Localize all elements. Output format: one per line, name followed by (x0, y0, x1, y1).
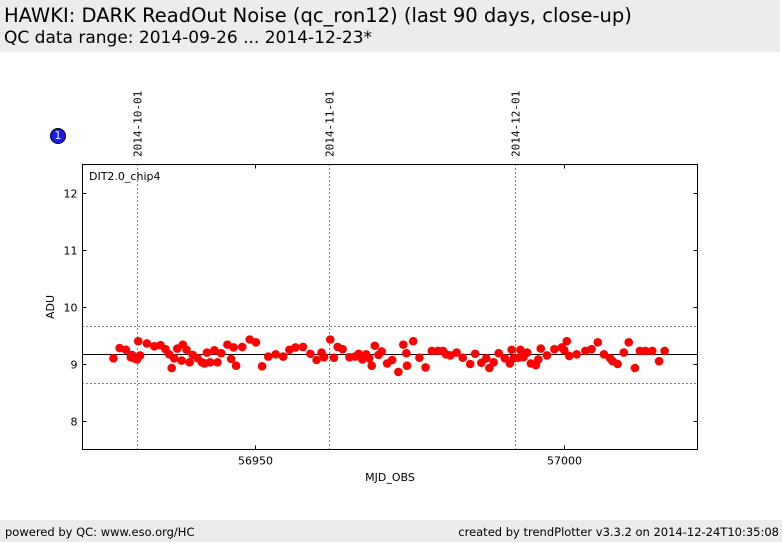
data-point (312, 355, 321, 365)
x-tick-label: 57000 (547, 455, 582, 468)
data-point (231, 361, 241, 371)
data-point (494, 348, 503, 358)
data-point (630, 363, 640, 373)
data-point (507, 345, 516, 355)
data-point (534, 355, 543, 364)
data-point (226, 354, 236, 364)
data-point (427, 346, 437, 356)
y-tick-label: 10 (64, 302, 78, 315)
data-point (536, 344, 546, 353)
data-point (489, 357, 499, 367)
y-tick-label: 9 (71, 359, 78, 372)
date-marker-label: 2014-12-01 (510, 91, 523, 157)
data-point (387, 355, 397, 365)
data-point (251, 338, 261, 347)
footer-created: created by trendPlotter v3.3.2 on 2014-1… (458, 525, 779, 539)
data-point (135, 351, 145, 360)
data-point (338, 344, 347, 354)
data-point (542, 351, 552, 360)
data-point (229, 343, 238, 352)
y-tick-label: 12 (64, 188, 78, 201)
data-point (329, 353, 339, 363)
data-point (177, 356, 186, 365)
y-axis-title: ADU (44, 295, 57, 319)
data-point (550, 344, 559, 354)
data-point (482, 354, 491, 363)
data-point (202, 348, 212, 357)
data-point (647, 346, 657, 356)
data-point (291, 343, 300, 352)
data-point (121, 345, 131, 355)
x-axis-title: MJD_OBS (365, 471, 415, 484)
data-point (278, 352, 288, 361)
data-point (264, 352, 273, 361)
data-point (319, 352, 329, 362)
data-point (641, 346, 650, 356)
y-tick-label: 11 (64, 245, 78, 258)
data-point (587, 344, 596, 354)
data-point (654, 356, 664, 366)
data-point (402, 348, 411, 358)
data-point (399, 340, 408, 349)
data-point (298, 342, 308, 352)
data-point (109, 354, 118, 363)
data-point (613, 359, 622, 369)
data-point (216, 348, 226, 358)
data-point (408, 336, 418, 346)
data-point (564, 351, 574, 361)
data-point (465, 359, 475, 369)
data-point (271, 350, 281, 359)
plot-frame (82, 164, 698, 450)
data-point (522, 348, 532, 357)
data-point (560, 346, 569, 355)
date-marker-label: 2014-11-01 (324, 91, 337, 157)
data-point (210, 346, 219, 355)
data-point (237, 342, 247, 352)
data-point (325, 335, 335, 344)
data-point (619, 348, 629, 357)
y-tick-label: 8 (71, 416, 78, 429)
data-point (213, 357, 222, 367)
data-point (133, 336, 143, 346)
x-tick-label: 56950 (238, 455, 273, 468)
data-point (394, 367, 403, 377)
data-point (660, 346, 669, 356)
data-point (167, 363, 176, 373)
panel-label: DIT2.0_chip4 (89, 170, 160, 183)
data-point (452, 348, 461, 357)
panel-number-badge: 1 (50, 128, 66, 144)
data-point (367, 361, 377, 371)
footer-credit: powered by QC: www.eso.org/HC (5, 525, 195, 539)
data-point (182, 345, 191, 355)
date-marker-label: 2014-10-01 (132, 91, 145, 157)
data-point (364, 354, 374, 363)
data-point (516, 345, 525, 355)
data-point (257, 361, 267, 371)
data-point (185, 357, 194, 367)
page-title: HAWKI: DARK ReadOut Noise (qc_ron12) (la… (4, 4, 632, 27)
data-point (624, 338, 634, 347)
data-point (402, 361, 412, 371)
data-point (458, 353, 468, 363)
data-point (377, 347, 386, 356)
data-point (562, 336, 572, 346)
data-point (415, 353, 424, 363)
data-point (142, 339, 152, 348)
footer-bar: powered by QC: www.eso.org/HC created by… (0, 520, 782, 542)
data-point (306, 349, 315, 359)
data-point (572, 350, 582, 359)
data-point (599, 350, 609, 359)
data-point (370, 341, 380, 351)
page-subtitle: QC data range: 2014-09-26 ... 2014-12-23… (4, 28, 373, 48)
data-point (421, 363, 430, 372)
data-point (169, 354, 179, 363)
data-point (205, 357, 215, 367)
data-point (593, 338, 603, 347)
header-bar: HAWKI: DARK ReadOut Noise (qc_ron12) (la… (0, 0, 780, 52)
data-point (470, 349, 480, 359)
